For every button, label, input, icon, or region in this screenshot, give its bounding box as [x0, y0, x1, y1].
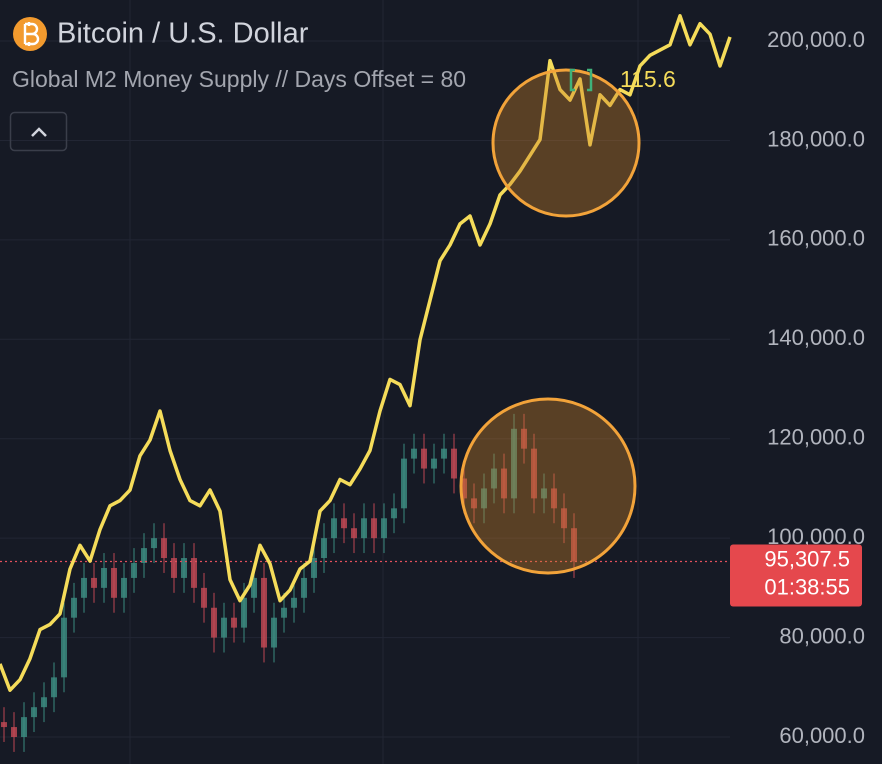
candle-body: [241, 597, 247, 628]
candle-body: [171, 558, 177, 578]
candle-body: [41, 697, 47, 708]
candle-body: [141, 548, 147, 564]
y-tick-label: 180,000.0: [767, 126, 865, 151]
line-series: [0, 14, 732, 692]
candle-body: [291, 597, 297, 608]
candle-body: [341, 518, 347, 529]
candle-body: [121, 577, 127, 598]
y-tick-label: 200,000.0: [767, 27, 865, 52]
candle-body: [501, 468, 507, 499]
plot: [0, 14, 732, 752]
candle-body: [411, 448, 417, 459]
price-tag: [730, 544, 862, 607]
candle-body: [51, 677, 57, 698]
collapse-chevron: [31, 127, 47, 137]
candle-body: [571, 528, 577, 562]
price-tag-value: 95,307.5: [764, 546, 850, 571]
candle-body: [391, 508, 397, 519]
indicator-value: 115.6: [620, 66, 676, 92]
candle-body: [131, 563, 137, 578]
candle-body: [231, 617, 237, 628]
candle-body: [191, 558, 197, 588]
candle-body: [491, 468, 497, 489]
y-tick-label: 140,000.0: [767, 325, 865, 350]
header: Bitcoin / U.S. Dollar Global M2 Money Su…: [9, 17, 676, 152]
candle-body: [91, 577, 97, 588]
candle-body: [101, 567, 107, 588]
candle-body: [551, 488, 557, 509]
candle-body: [301, 577, 307, 598]
candle-body: [151, 538, 157, 549]
candle-body: [221, 617, 227, 638]
symbol-title: Bitcoin / U.S. Dollar: [57, 18, 309, 50]
candle-body: [441, 448, 447, 459]
candle-body: [531, 448, 537, 499]
highlight-circle: [491, 68, 641, 218]
candle-body: [511, 428, 517, 499]
y-tick-label: 120,000.0: [767, 425, 865, 450]
price-tag-countdown: 01:38:55: [764, 574, 850, 599]
candle-body: [281, 607, 287, 618]
candle-body: [321, 538, 327, 559]
candle-body: [541, 488, 547, 499]
candle-body: [161, 538, 167, 559]
candle-body: [561, 508, 567, 529]
candle-body: [351, 528, 357, 539]
candle-body: [381, 518, 387, 539]
y-axis: 60,000.080,000.0100,000.0120,000.0140,00…: [730, 27, 865, 748]
candle-body: [111, 567, 117, 598]
candle-body: [371, 518, 377, 539]
candle-body: [31, 707, 37, 718]
candle-body: [1, 722, 7, 728]
candle-body: [451, 448, 457, 479]
y-tick-label: 160,000.0: [767, 226, 865, 251]
indicator-title: Global M2 Money Supply // Days Offset = …: [12, 66, 466, 92]
candle-body: [421, 448, 427, 469]
candle-body: [181, 558, 187, 578]
candle-body: [311, 558, 317, 578]
candle-body: [71, 597, 77, 618]
candle-body: [481, 488, 487, 509]
candle-body: [521, 428, 527, 449]
candle-body: [401, 458, 407, 509]
indicator-icon[interactable]: [569, 68, 593, 92]
highlight-circle: [459, 397, 637, 575]
candle-body: [361, 518, 367, 539]
candle-body: [471, 498, 477, 509]
y-tick-label: 80,000.0: [779, 623, 865, 648]
collapse-button[interactable]: [9, 111, 68, 152]
candle-body: [11, 727, 17, 738]
candle-body: [61, 617, 67, 678]
candle-body: [21, 717, 27, 738]
candle-body: [431, 458, 437, 469]
candle-body: [211, 607, 217, 638]
candle-body: [201, 587, 207, 608]
candle-body: [261, 577, 267, 648]
y-tick-label: 60,000.0: [779, 723, 865, 748]
candle-body: [331, 518, 337, 539]
candle-body: [271, 617, 277, 648]
candle-body: [461, 478, 467, 499]
candle-body: [251, 577, 257, 598]
candle-body: [81, 577, 87, 598]
bitcoin-glyph: [23, 22, 40, 46]
